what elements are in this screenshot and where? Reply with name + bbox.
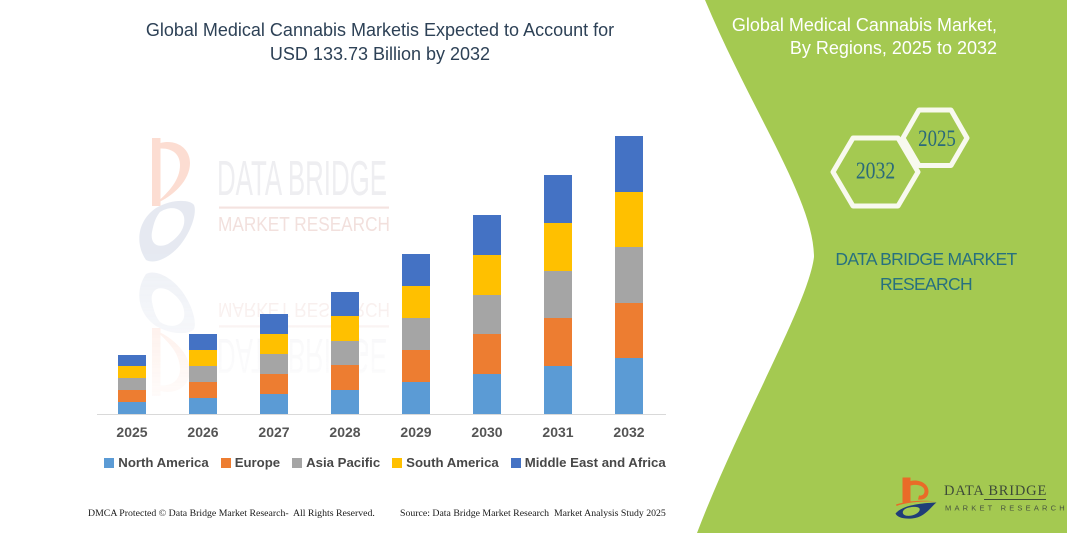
svg-text:2025: 2025 bbox=[918, 125, 956, 151]
svg-text:DATA BRIDGE: DATA BRIDGE bbox=[217, 152, 387, 206]
svg-text:DATA BRIDGE: DATA BRIDGE bbox=[944, 483, 1047, 499]
svg-text:2032: 2032 bbox=[856, 157, 895, 184]
svg-text:MARKET RESEARCH: MARKET RESEARCH bbox=[218, 214, 390, 236]
svg-text:MARKET RESEARCH: MARKET RESEARCH bbox=[945, 504, 1067, 513]
